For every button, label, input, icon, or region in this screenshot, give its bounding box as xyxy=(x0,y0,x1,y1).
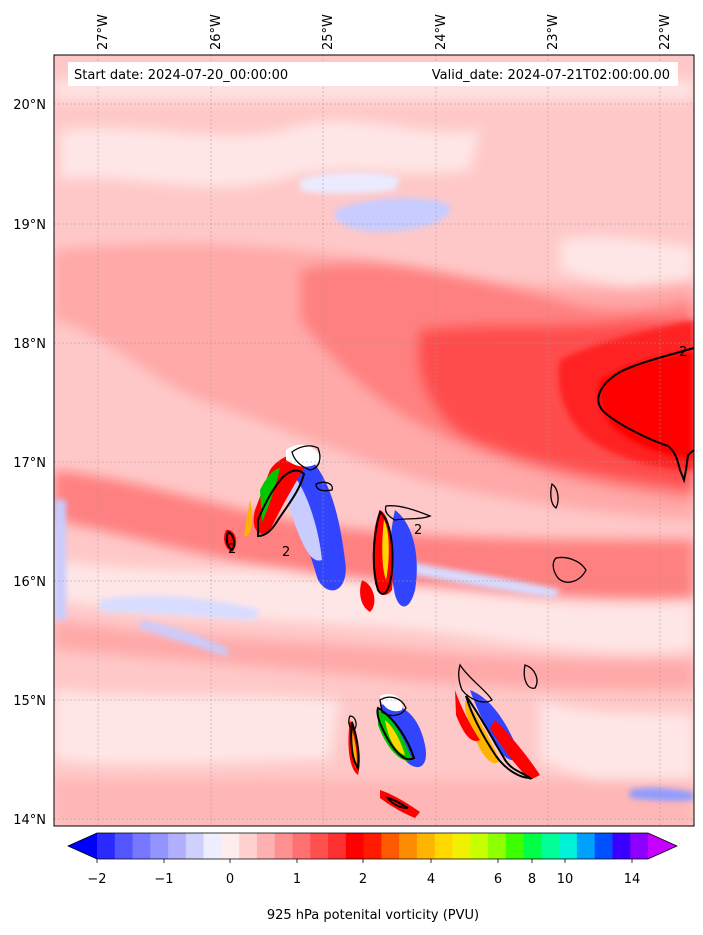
start-date-label: Start date: 2024-07-20_00:00:00 xyxy=(74,68,288,83)
longitude-labels: 27°W 26°W 25°W 24°W 23°W 22°W xyxy=(96,14,673,50)
colorbar-segment xyxy=(523,833,542,859)
colorbar-segment xyxy=(168,833,187,859)
lon-label: 23°W xyxy=(546,14,561,50)
coastlines xyxy=(291,445,587,731)
colorbar-segment xyxy=(452,833,471,859)
lat-label: 20°N xyxy=(13,98,46,113)
contour-labels: 2 2 2 2 xyxy=(228,345,687,560)
colorbar-extend-left xyxy=(68,833,97,859)
colorbar-segment xyxy=(594,833,613,859)
colorbar-segment xyxy=(470,833,489,859)
colorbar-segment xyxy=(612,833,631,859)
colorbar-segment xyxy=(505,833,525,859)
colorbar-segment xyxy=(292,833,311,859)
lat-label: 15°N xyxy=(13,694,46,709)
colorbar-segment xyxy=(256,833,276,859)
colorbar-segment xyxy=(381,833,400,859)
colorbar-segment xyxy=(114,833,134,859)
colorbar xyxy=(67,832,678,863)
graticule xyxy=(54,55,694,826)
colorbar-tick-label: 1 xyxy=(293,872,301,887)
colorbar-segment xyxy=(363,833,382,859)
colorbar-tick-label: 14 xyxy=(624,872,641,887)
colorbar-segment xyxy=(488,833,507,859)
colorbar-ticks: −2 −1 0 1 2 4 6 8 10 14 xyxy=(87,872,640,887)
plot-frame xyxy=(53,54,695,827)
colorbar-tick-label: 8 xyxy=(528,872,536,887)
contour-label: 2 xyxy=(228,542,236,557)
colorbar-tick-label: 10 xyxy=(557,872,574,887)
colorbar-tick-label: 2 xyxy=(359,872,367,887)
colorbar-segment xyxy=(132,833,151,859)
colorbar-segment xyxy=(416,833,436,859)
colorbar-extend-right xyxy=(648,833,677,859)
colorbar-segment xyxy=(541,833,560,859)
colorbar-segment xyxy=(239,833,258,859)
colorbar-segment xyxy=(97,833,116,859)
colorbar-segment xyxy=(630,833,649,859)
lat-label: 19°N xyxy=(13,218,46,233)
colorbar-segment xyxy=(576,833,596,859)
colorbar-segment xyxy=(274,833,294,859)
colorbar-tick-label: 4 xyxy=(427,872,435,887)
colorbar-tick-label: −2 xyxy=(87,872,106,887)
contour-label: 2 xyxy=(679,345,687,360)
pv-contours xyxy=(225,347,695,809)
colorbar-segment xyxy=(434,833,453,859)
lon-label: 26°W xyxy=(209,14,224,50)
lon-label: 25°W xyxy=(321,14,336,50)
colorbar-segment xyxy=(328,833,347,859)
lat-label: 18°N xyxy=(13,337,46,352)
lat-label: 16°N xyxy=(13,575,46,590)
colorbar-label: 925 hPa potenital vorticity (PVU) xyxy=(267,908,479,923)
colorbar-segment xyxy=(150,833,169,859)
colorbar-tick-label: −1 xyxy=(154,872,173,887)
colorbar-tick-label: 6 xyxy=(494,872,502,887)
colorbar-segment xyxy=(221,833,240,859)
lat-label: 14°N xyxy=(13,813,46,828)
valid-date-label: Valid_date: 2024-07-21T02:00:00.00 xyxy=(432,68,670,83)
lat-label: 17°N xyxy=(13,456,46,471)
lon-label: 27°W xyxy=(96,14,111,50)
header-box xyxy=(68,62,678,86)
lon-label: 22°W xyxy=(658,14,673,50)
colorbar-segment xyxy=(399,833,418,859)
pv-field xyxy=(54,55,694,826)
island-wakes xyxy=(224,444,540,818)
lon-label: 24°W xyxy=(434,14,449,50)
colorbar-segment xyxy=(185,833,205,859)
contour-label: 2 xyxy=(282,545,290,560)
contour-label: 2 xyxy=(414,523,422,538)
colorbar-segment xyxy=(559,833,578,859)
colorbar-segment xyxy=(203,833,222,859)
latitude-labels: 20°N 19°N 18°N 17°N 16°N 15°N 14°N xyxy=(13,98,46,828)
colorbar-tick-label: 0 xyxy=(226,872,234,887)
colorbar-segment xyxy=(310,833,329,859)
colorbar-segment xyxy=(345,833,365,859)
